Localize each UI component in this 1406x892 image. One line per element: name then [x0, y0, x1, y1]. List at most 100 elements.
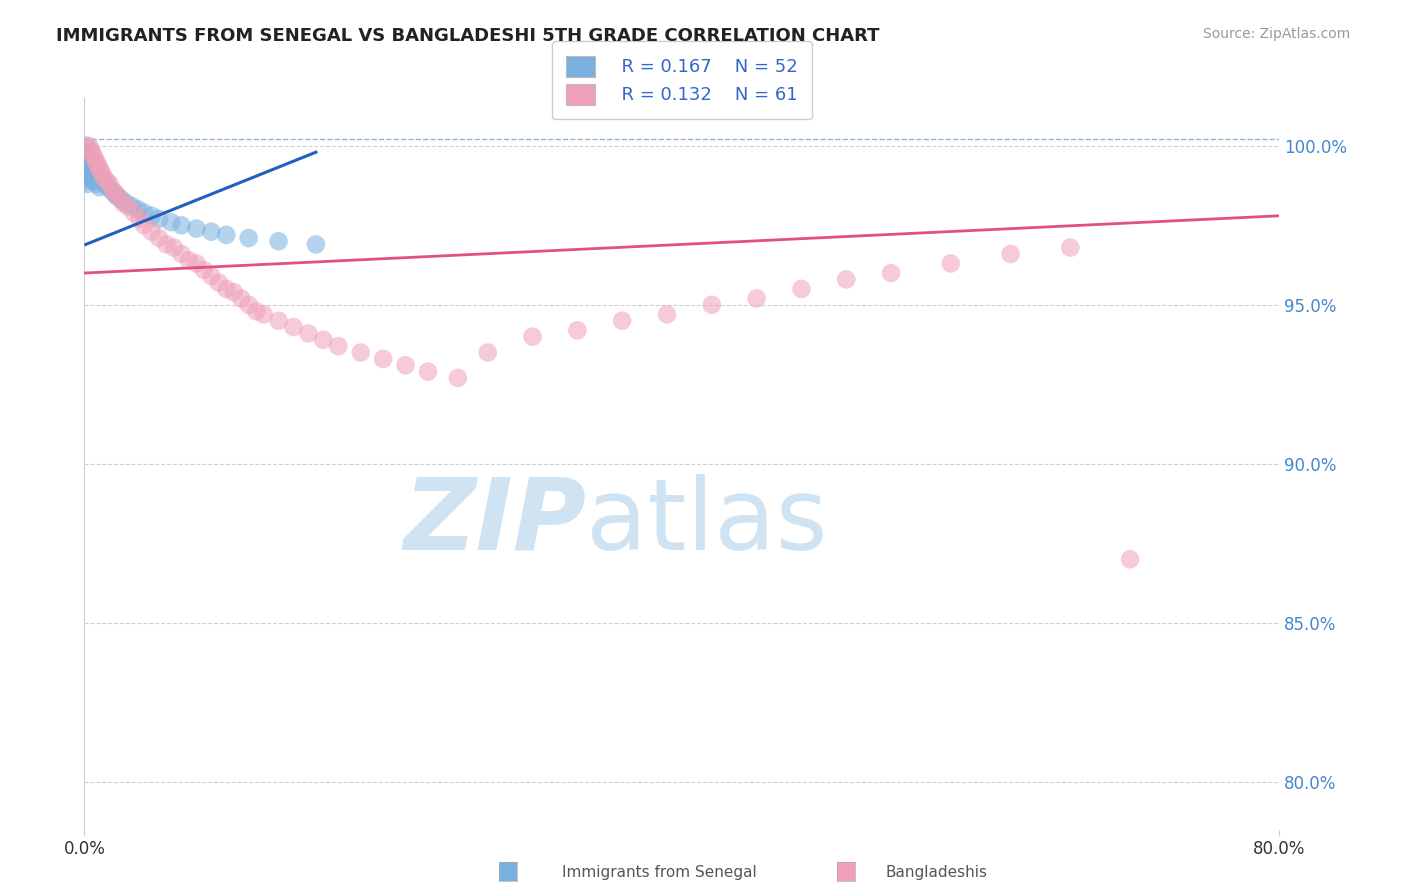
Point [100, 183, 122, 197]
Point [267, 234, 290, 248]
Point [82, 148, 104, 162]
Point [522, 329, 544, 343]
Point [105, 190, 128, 204]
Point [835, 272, 858, 286]
Point [112, 196, 135, 211]
Point [186, 256, 208, 270]
Point [75, 168, 97, 182]
Point [132, 219, 156, 233]
Point [89, 170, 111, 185]
Point [86, 168, 108, 182]
Point [160, 215, 183, 229]
Point [79, 152, 101, 166]
Point [222, 285, 245, 299]
Text: ZIP: ZIP [404, 474, 586, 571]
Point [245, 304, 267, 318]
Point [90, 164, 112, 178]
Point [76, 158, 98, 172]
Point [75, 148, 97, 162]
Point [75, 161, 97, 175]
Point [82, 170, 104, 185]
Point [238, 298, 260, 312]
Point [86, 154, 108, 169]
Text: Immigrants from Senegal: Immigrants from Senegal [562, 865, 758, 880]
Point [117, 199, 139, 213]
Point [350, 345, 373, 359]
Point [170, 219, 193, 233]
Point [1059, 241, 1081, 255]
Point [141, 209, 163, 223]
Point [193, 263, 215, 277]
Point [79, 161, 101, 175]
Point [77, 138, 100, 153]
Point [283, 320, 305, 334]
Point [75, 152, 97, 166]
Text: Source: ZipAtlas.com: Source: ZipAtlas.com [1202, 27, 1350, 41]
Point [97, 180, 120, 194]
Point [132, 205, 156, 219]
Point [80, 145, 103, 160]
Point [939, 256, 962, 270]
Point [328, 339, 350, 353]
Text: IMMIGRANTS FROM SENEGAL VS BANGLADESHI 5TH GRADE CORRELATION CHART: IMMIGRANTS FROM SENEGAL VS BANGLADESHI 5… [56, 27, 880, 45]
Text: atlas: atlas [586, 474, 828, 571]
Point [89, 180, 111, 194]
Point [75, 138, 97, 153]
Point [267, 314, 290, 328]
Point [87, 158, 110, 172]
Point [477, 345, 499, 359]
Point [141, 225, 163, 239]
Point [111, 193, 134, 207]
Point [612, 314, 634, 328]
Point [80, 158, 103, 172]
Point [880, 266, 903, 280]
Point [1119, 552, 1142, 566]
Point [91, 168, 114, 182]
Point [215, 227, 238, 242]
Point [76, 164, 98, 178]
Point [312, 333, 335, 347]
Point [83, 164, 105, 178]
Point [76, 177, 98, 191]
Point [231, 292, 253, 306]
Point [75, 145, 97, 160]
Point [238, 231, 260, 245]
Point [148, 211, 170, 226]
Point [297, 326, 319, 341]
Point [790, 282, 813, 296]
Point [745, 292, 768, 306]
Point [101, 183, 124, 197]
Point [121, 199, 143, 213]
Point [77, 152, 100, 166]
Point [79, 170, 101, 185]
Point [75, 174, 97, 188]
Point [89, 161, 111, 175]
Point [104, 186, 127, 201]
Point [373, 351, 395, 366]
Point [79, 142, 101, 156]
Point [215, 282, 238, 296]
Legend:   R = 0.167    N = 52,   R = 0.132    N = 61: R = 0.167 N = 52, R = 0.132 N = 61 [553, 41, 811, 120]
Point [83, 152, 105, 166]
Point [177, 253, 200, 268]
Point [76, 145, 98, 160]
Point [107, 190, 129, 204]
Point [98, 177, 121, 191]
Point [163, 241, 186, 255]
Point [567, 323, 589, 337]
Point [94, 177, 117, 191]
Point [148, 231, 170, 245]
Text: Bangladeshis: Bangladeshis [886, 865, 988, 880]
Point [186, 221, 208, 235]
Point [127, 202, 149, 217]
Point [93, 170, 115, 185]
Point [700, 298, 723, 312]
Point [200, 269, 222, 284]
Point [76, 152, 98, 166]
Point [80, 168, 103, 182]
Point [103, 186, 125, 201]
Point [82, 161, 104, 175]
Point [200, 225, 222, 239]
Point [416, 365, 439, 379]
Point [115, 196, 138, 211]
